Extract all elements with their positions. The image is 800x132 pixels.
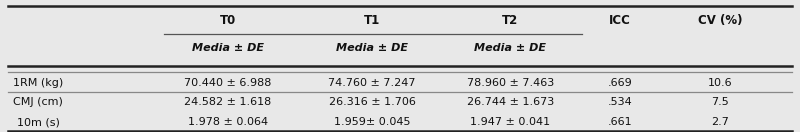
Text: 7.5: 7.5 bbox=[711, 97, 729, 107]
Text: Media ± DE: Media ± DE bbox=[474, 43, 546, 53]
Text: CV (%): CV (%) bbox=[698, 14, 742, 27]
Text: 10.6: 10.6 bbox=[708, 77, 732, 88]
Text: CMJ (cm): CMJ (cm) bbox=[14, 97, 63, 107]
Text: 1.978 ± 0.064: 1.978 ± 0.064 bbox=[188, 117, 268, 127]
Text: T0: T0 bbox=[220, 14, 236, 27]
Text: 26.316 ± 1.706: 26.316 ± 1.706 bbox=[329, 97, 415, 107]
Text: 1.959± 0.045: 1.959± 0.045 bbox=[334, 117, 410, 127]
Text: 1RM (kg): 1RM (kg) bbox=[14, 77, 63, 88]
Text: .669: .669 bbox=[608, 77, 632, 88]
Text: Media ± DE: Media ± DE bbox=[192, 43, 264, 53]
Text: 1.947 ± 0.041: 1.947 ± 0.041 bbox=[470, 117, 550, 127]
Text: T2: T2 bbox=[502, 14, 518, 27]
Text: 70.440 ± 6.988: 70.440 ± 6.988 bbox=[184, 77, 272, 88]
Text: 10m (s): 10m (s) bbox=[17, 117, 60, 127]
Text: ICC: ICC bbox=[609, 14, 631, 27]
Text: 2.7: 2.7 bbox=[711, 117, 729, 127]
Text: .534: .534 bbox=[608, 97, 632, 107]
Text: T1: T1 bbox=[364, 14, 380, 27]
Text: .661: .661 bbox=[608, 117, 632, 127]
Text: 74.760 ± 7.247: 74.760 ± 7.247 bbox=[328, 77, 416, 88]
Text: Media ± DE: Media ± DE bbox=[336, 43, 408, 53]
Text: 26.744 ± 1.673: 26.744 ± 1.673 bbox=[466, 97, 554, 107]
Text: 24.582 ± 1.618: 24.582 ± 1.618 bbox=[184, 97, 272, 107]
Text: 78.960 ± 7.463: 78.960 ± 7.463 bbox=[466, 77, 554, 88]
